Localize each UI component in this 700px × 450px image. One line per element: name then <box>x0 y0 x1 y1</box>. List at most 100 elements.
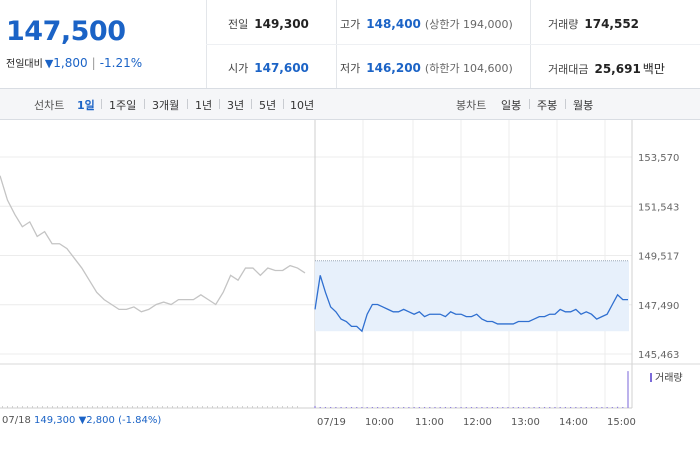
down-triangle-icon: ▼ <box>44 57 54 70</box>
prev-volume-bar <box>282 406 283 408</box>
prev-volume-bar <box>137 406 138 408</box>
prev-day-pct: (-1.84%) <box>118 415 162 426</box>
prev-volume-bar <box>92 406 93 408</box>
prev-volume-bar <box>22 406 23 408</box>
volume-bar <box>502 407 504 408</box>
volume-bar <box>324 407 327 408</box>
toolbar-divider <box>565 99 566 109</box>
prev-volume-bar <box>162 406 163 408</box>
volume-bar <box>627 371 629 408</box>
volume-bar <box>491 407 493 408</box>
volume-bar <box>523 407 525 408</box>
prev-volume-bar <box>82 406 83 408</box>
period-1-day[interactable]: 1일 <box>77 99 95 112</box>
volume-bar <box>481 407 483 408</box>
candle-chart-label: 봉차트 <box>456 99 487 112</box>
prev-day-close: 149,300 <box>34 415 76 426</box>
prev-volume-bar <box>182 406 183 408</box>
line-chart-label: 선차트 <box>34 99 65 112</box>
prev-volume-bar <box>187 406 188 408</box>
toolbar-divider <box>283 99 284 109</box>
change-percent: -1.21% <box>99 56 143 70</box>
x-tick-label: 11:00 <box>415 417 444 428</box>
toolbar-divider <box>187 99 188 109</box>
volume-bar <box>616 406 619 408</box>
volume-bar <box>601 407 603 408</box>
volume-bar <box>314 405 316 408</box>
prev-day-change: ▼2,800 <box>78 415 115 426</box>
toolbar-divider <box>101 99 102 109</box>
toolbar-divider <box>251 99 252 109</box>
volume-bar <box>319 407 321 408</box>
prev-volume-bar <box>197 406 198 408</box>
prev-volume-bar <box>97 406 98 408</box>
prev-volume-bar <box>227 406 228 408</box>
volume-bar <box>361 407 363 408</box>
volume-bar <box>538 407 540 408</box>
prev-volume-bar <box>122 406 123 408</box>
volume-bar <box>335 407 337 408</box>
candle-daily[interactable]: 일봉 <box>501 99 522 112</box>
period-3-months[interactable]: 3개월 <box>152 99 180 112</box>
x-tick-label: 12:00 <box>463 417 492 428</box>
volume-bar <box>554 407 556 408</box>
period-3-years[interactable]: 3년 <box>227 99 245 112</box>
upper-limit: (상한가 194,000) <box>424 18 513 31</box>
volume-bar <box>507 407 509 408</box>
y-tick-label: 153,570 <box>638 153 679 164</box>
prev-volume-bar <box>247 406 248 408</box>
volume-bar <box>397 407 400 408</box>
today-price-line <box>314 275 628 333</box>
toolbar-divider <box>219 99 220 109</box>
toolbar-divider <box>144 99 145 109</box>
period-10-years[interactable]: 10년 <box>290 99 315 112</box>
period-1-week[interactable]: 1주일 <box>109 99 137 112</box>
prev-volume-bar <box>237 406 238 408</box>
volume-bar <box>596 407 598 408</box>
x-axis-labels: 07/19 10:00 11:00 12:00 13:00 14:00 15:00 <box>317 417 636 428</box>
volume-bar <box>460 407 462 408</box>
candle-weekly[interactable]: 주봉 <box>537 99 558 112</box>
prev-volume-bar <box>17 406 18 408</box>
volume-bar <box>455 407 457 408</box>
period-5-years[interactable]: 5년 <box>259 99 277 112</box>
prev-volume-bar <box>112 406 113 408</box>
volume-bar <box>350 407 353 408</box>
prev-volume-bar <box>2 406 3 408</box>
volume-bar <box>606 407 608 408</box>
prev-volume-bar <box>152 406 153 408</box>
volume-bar <box>423 407 426 408</box>
prev-volume-bar <box>147 406 148 408</box>
prev-volume-bar <box>27 406 28 408</box>
y-tick-label: 147,490 <box>638 301 679 312</box>
prev-volume-bar <box>242 406 243 408</box>
candle-monthly[interactable]: 월봉 <box>573 99 594 112</box>
volume-bar <box>387 407 389 408</box>
prev-volume-bar <box>52 406 53 408</box>
volume-bar <box>496 407 499 408</box>
prev-volume-bar <box>202 406 203 408</box>
prev-volume-bar <box>37 406 38 408</box>
period-1-year[interactable]: 1년 <box>195 99 213 112</box>
volume-bar <box>590 407 593 408</box>
volume-bar <box>585 407 587 408</box>
prev-volume-bar <box>57 406 58 408</box>
y-tick-label: 151,543 <box>638 202 679 213</box>
x-tick-label: 07/19 <box>317 417 346 428</box>
quote-summary: 147,500 전일대비 ▼1,800 | -1.21% 전일 149,300 고가 14… <box>0 0 700 89</box>
prev-volume-bar <box>132 406 133 408</box>
change-value: 1,800 <box>53 56 88 70</box>
volume-bar <box>392 407 394 408</box>
stat-high: 고가 148,400 (상한가 194,000) <box>340 16 513 32</box>
stat-low: 저가 146,200 (하한가 104,600) <box>340 60 513 76</box>
prev-volume-bar <box>12 406 13 408</box>
volume-bar <box>528 407 530 408</box>
stat-value: 149,300 <box>254 17 309 31</box>
price-chart[interactable]: 153,570 151,543 149,517 147,490 145,463 07/1… <box>0 120 700 450</box>
stat-prev-close: 전일 149,300 <box>228 16 309 32</box>
reference-fill-area <box>315 260 629 332</box>
stat-value: 174,552 <box>584 17 640 31</box>
volume-bar <box>345 407 347 408</box>
prev-volume-bar <box>207 406 208 408</box>
stat-value: 147,600 <box>254 61 309 75</box>
